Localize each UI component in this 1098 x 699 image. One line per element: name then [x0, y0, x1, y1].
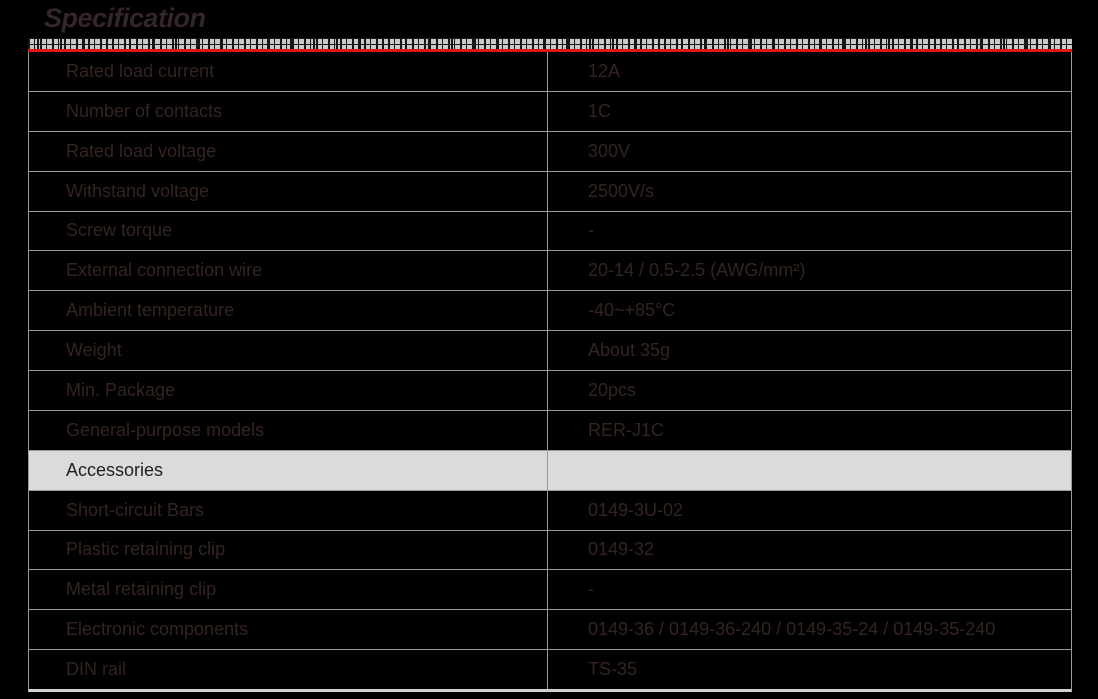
row-value: RER-J1C: [588, 419, 665, 440]
table-row: Withstand voltage 2500V/s: [29, 171, 1071, 212]
table-row: General-purpose models RER-J1C: [29, 410, 1071, 451]
row-value: [548, 451, 1071, 490]
row-label: Electronic components: [29, 610, 548, 650]
row-label: General-purpose models: [29, 410, 548, 450]
row-value: 0149-3U-02: [588, 499, 684, 520]
table-row: Electronic components 0149-36 / 0149-36-2…: [29, 610, 1071, 651]
table-row: Weight About 35g: [29, 331, 1071, 371]
row-value: 0149-32: [588, 539, 655, 560]
row-label: DIN rail: [29, 650, 548, 689]
red-accent-line: [28, 49, 1072, 52]
row-label: Ambient temperature: [29, 291, 548, 331]
row-value: 20-14 / 0.5-2.5 (AWG/mm²): [588, 260, 806, 281]
row-value: 0149-36 / 0149-36-240 / 0149-35-24 / 014…: [588, 619, 996, 640]
row-label: Short-circuit Bars: [29, 490, 548, 530]
row-value: 2500V/s: [588, 180, 655, 201]
table-row: Number of contacts 1C: [29, 91, 1071, 132]
row-label: Number of contacts: [29, 91, 548, 131]
page-title: Specification: [44, 3, 206, 33]
row-label: Rated load current: [29, 52, 548, 91]
row-label: Withstand voltage: [29, 171, 548, 211]
row-value: TS-35: [588, 659, 638, 680]
row-label: External connection wire: [29, 251, 548, 291]
row-label: Metal retaining clip: [29, 570, 548, 610]
table-row: Ambient temperature -40~+85°C: [29, 291, 1071, 332]
row-label: Plastic retaining clip: [29, 530, 548, 570]
table-row: Rated load voltage 300V: [29, 131, 1071, 172]
row-label: Screw torque: [29, 211, 548, 251]
row-value: -40~+85°C: [588, 300, 676, 321]
row-label: Rated load voltage: [29, 131, 548, 171]
table-row: Min. Package 20pcs: [29, 371, 1071, 411]
specification-table: Rated load current 12A Number of contacts 1…: [28, 52, 1072, 692]
table-row: Screw torque -: [29, 211, 1071, 252]
table-row-section-header: Accessories: [29, 450, 1071, 491]
row-label: Min. Package: [29, 371, 548, 410]
table-row: Plastic retaining clip 0149-32: [29, 530, 1071, 571]
row-value: 12A: [588, 60, 621, 81]
row-label: Weight: [29, 331, 548, 370]
table-row: External connection wire 20-14 / 0.5-2.5 …: [29, 251, 1071, 292]
row-label: Accessories: [29, 450, 548, 490]
row-value: -: [588, 220, 594, 241]
table-row: DIN rail TS-35: [29, 650, 1071, 689]
row-value: -: [588, 579, 594, 600]
row-value: About 35g: [588, 340, 671, 361]
table-row: Short-circuit Bars 0149-3U-02: [29, 490, 1071, 531]
table-row: Rated load current 12A: [29, 52, 1071, 92]
table-row: Metal retaining clip -: [29, 570, 1071, 611]
row-value: 1C: [588, 100, 612, 121]
row-value: 20pcs: [588, 379, 637, 400]
barcode-decoration-strip: [28, 38, 1072, 49]
row-value: 300V: [588, 140, 631, 161]
